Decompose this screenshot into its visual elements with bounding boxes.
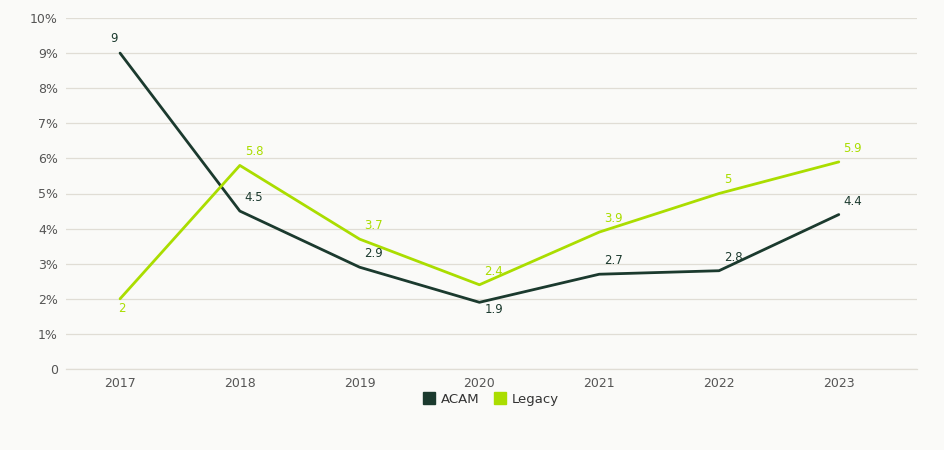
Legacy [473,282,484,288]
Text: 5: 5 [723,174,731,186]
Legacy [713,191,724,196]
Line: ACAM: ACAM [120,53,838,302]
Legacy [234,163,245,168]
Text: 2: 2 [118,302,125,315]
Text: 1.9: 1.9 [483,303,502,316]
ACAM [473,300,484,305]
Legacy [114,296,126,302]
Text: 5.8: 5.8 [244,145,262,158]
Text: 2.9: 2.9 [364,247,382,260]
Legacy [593,230,604,235]
Text: 3.7: 3.7 [364,219,382,232]
Text: 2.8: 2.8 [723,251,742,264]
Line: Legacy: Legacy [120,162,838,299]
Text: 5.9: 5.9 [843,142,861,155]
Text: 9: 9 [110,32,118,45]
Text: 3.9: 3.9 [603,212,622,225]
Text: 4.4: 4.4 [843,194,862,207]
ACAM [833,212,844,217]
ACAM [593,271,604,277]
Legacy [833,159,844,165]
ACAM [713,268,724,274]
Text: 4.5: 4.5 [244,191,263,204]
ACAM [114,50,126,56]
ACAM [354,265,365,270]
Text: 2.4: 2.4 [483,265,502,278]
ACAM [234,208,245,214]
Legend: ACAM, Legacy: ACAM, Legacy [418,388,564,412]
Legacy [354,236,365,242]
Text: 2.7: 2.7 [603,254,622,267]
